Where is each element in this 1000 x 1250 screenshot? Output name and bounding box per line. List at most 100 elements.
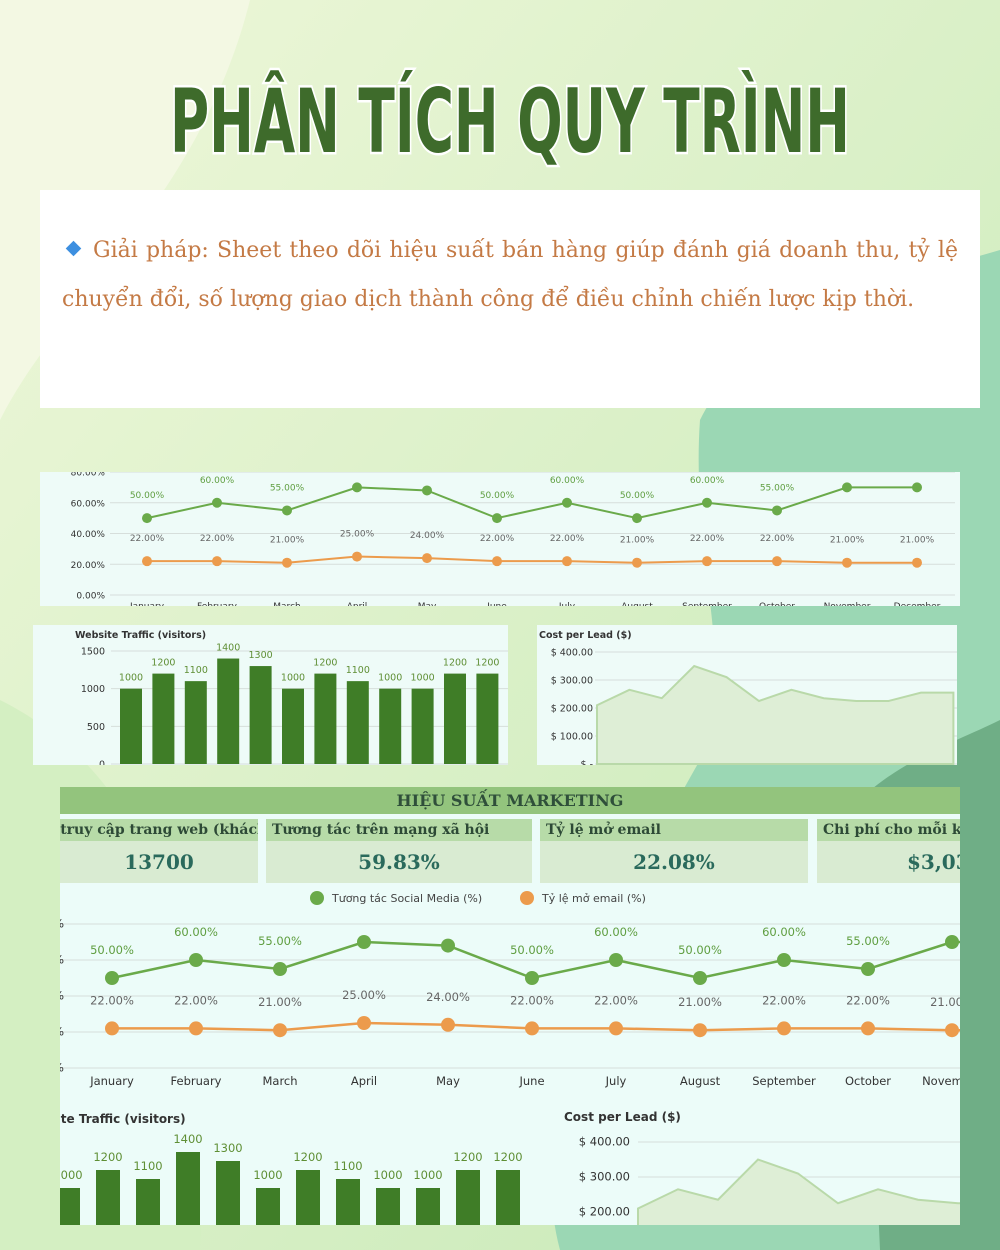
data-label: 1200 bbox=[453, 1150, 482, 1164]
x-tick-label: April bbox=[347, 602, 368, 606]
data-label: 1000 bbox=[60, 1168, 83, 1182]
data-label: 22.00% bbox=[762, 993, 806, 1007]
data-point bbox=[282, 505, 292, 516]
x-tick-label: November bbox=[824, 602, 871, 606]
data-point bbox=[693, 1023, 707, 1038]
x-tick-label: April bbox=[351, 1074, 377, 1088]
y-tick-label: 40.00% bbox=[60, 989, 64, 1003]
chart-title: Website Traffic (visitors) bbox=[60, 1112, 186, 1126]
data-label: 22.00% bbox=[200, 534, 235, 544]
data-point bbox=[282, 557, 292, 568]
y-tick-label: 1500 bbox=[81, 647, 105, 658]
data-point bbox=[105, 1021, 119, 1036]
data-point bbox=[632, 513, 642, 524]
data-point bbox=[212, 497, 222, 508]
bar bbox=[136, 1179, 160, 1225]
data-point bbox=[441, 1017, 455, 1032]
data-point bbox=[352, 482, 362, 493]
data-point bbox=[842, 482, 852, 493]
data-point bbox=[492, 513, 502, 524]
data-label: 22.00% bbox=[510, 993, 554, 1007]
y-tick-label: 80.00% bbox=[60, 917, 64, 931]
bar bbox=[152, 673, 175, 764]
dashboard: HIỆU SUẤT MARKETING Lượng truy cập trang… bbox=[60, 787, 960, 1225]
data-point bbox=[609, 1021, 623, 1036]
data-label: 1000 bbox=[119, 673, 143, 684]
data-label: 1000 bbox=[281, 673, 305, 684]
data-label: 21.00% bbox=[930, 995, 960, 1009]
data-point bbox=[772, 505, 782, 516]
area bbox=[596, 664, 955, 765]
y-tick-label: $ 200.00 bbox=[551, 704, 593, 715]
data-label: 60.00% bbox=[200, 476, 235, 486]
data-point bbox=[912, 482, 922, 493]
legend-label: Tỷ lệ mở email (%) bbox=[541, 892, 646, 905]
data-label: 1100 bbox=[333, 1159, 362, 1173]
data-label: 55.00% bbox=[258, 934, 302, 948]
data-point bbox=[912, 557, 922, 568]
intro-body: Giải pháp: Sheet theo dõi hiệu suất bán … bbox=[62, 238, 958, 312]
bar bbox=[60, 1188, 80, 1225]
bar bbox=[346, 681, 369, 764]
data-point bbox=[702, 497, 712, 508]
data-label: 1200 bbox=[475, 658, 499, 669]
data-label: 1100 bbox=[133, 1159, 162, 1173]
bar bbox=[184, 681, 207, 764]
bar-chart: 0 500 1000 1500 Website Traffic (visitors) 10… bbox=[75, 630, 508, 765]
data-label: 1200 bbox=[313, 658, 337, 669]
bullet bbox=[65, 240, 82, 257]
kpi-label: Chi phí cho mỗi khá bbox=[817, 819, 960, 841]
data-label: 55.00% bbox=[270, 483, 305, 493]
kpi-value: $3,036 bbox=[817, 841, 960, 883]
data-label: 50.00% bbox=[620, 491, 655, 501]
data-point bbox=[525, 1021, 539, 1036]
data-label: 55.00% bbox=[846, 934, 890, 948]
data-point bbox=[142, 556, 152, 567]
y-tick-label: 500 bbox=[87, 722, 105, 733]
data-label: 1000 bbox=[253, 1168, 282, 1182]
data-label: 22.00% bbox=[846, 993, 890, 1007]
bar bbox=[176, 1152, 200, 1225]
data-point bbox=[422, 485, 432, 496]
data-point bbox=[352, 551, 362, 562]
kpi-value: 22.08% bbox=[540, 841, 808, 883]
y-tick-label: 20.00% bbox=[60, 1025, 64, 1039]
data-label: 60.00% bbox=[550, 476, 585, 486]
data-label: 1100 bbox=[184, 665, 208, 676]
y-tick-label: $ 400.00 bbox=[579, 1135, 630, 1149]
data-label: 50.00% bbox=[130, 491, 165, 501]
x-tick-label: September bbox=[752, 1074, 816, 1088]
chart-title: Website Traffic (visitors) bbox=[75, 630, 206, 641]
title-banner: PHÂN TÍCH QUY TRÌNH bbox=[168, 68, 853, 176]
data-point bbox=[357, 1016, 371, 1030]
data-label: 55.00% bbox=[760, 483, 795, 493]
x-tick-label: August bbox=[621, 602, 653, 606]
data-point bbox=[273, 1023, 287, 1038]
data-label: 22.00% bbox=[90, 993, 134, 1007]
x-tick-label: March bbox=[262, 1074, 297, 1088]
data-point bbox=[273, 962, 287, 976]
x-tick-label: March bbox=[273, 602, 300, 606]
data-label: 1300 bbox=[249, 650, 273, 661]
data-label: 60.00% bbox=[174, 925, 218, 939]
data-label: 22.00% bbox=[594, 993, 638, 1007]
y-tick-label: 60.00% bbox=[60, 953, 64, 967]
area-chart: $ - $ 100.00 $ 200.00 $ 300.00 $ 400.00 Cost … bbox=[539, 630, 957, 765]
data-label: 1400 bbox=[216, 643, 240, 654]
x-tick-label: January bbox=[89, 1074, 134, 1088]
x-tick-label: June bbox=[518, 1074, 544, 1088]
legend-label: Tương tác Social Media (%) bbox=[331, 892, 482, 905]
series-line bbox=[146, 486, 917, 520]
series-line bbox=[112, 1021, 960, 1032]
bar bbox=[256, 1188, 280, 1225]
x-tick-label: October bbox=[759, 602, 795, 606]
data-label: 50.00% bbox=[510, 943, 554, 957]
data-label: 22.00% bbox=[174, 993, 218, 1007]
data-label: 21.00% bbox=[620, 536, 655, 546]
bar bbox=[476, 673, 499, 764]
data-point bbox=[422, 553, 432, 564]
y-tick-label: 0.00% bbox=[76, 592, 105, 602]
data-label: 1100 bbox=[346, 665, 370, 676]
x-tick-label: August bbox=[680, 1074, 721, 1088]
x-tick-label: July bbox=[558, 602, 576, 606]
